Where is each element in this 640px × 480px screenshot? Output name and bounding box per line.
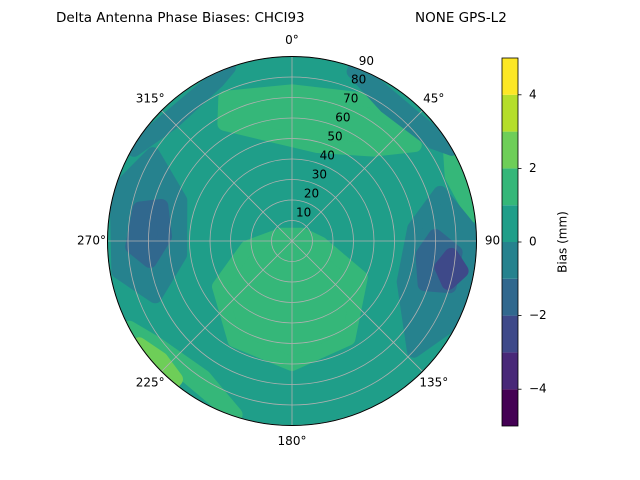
- colorbar-tick-label: −4: [529, 382, 547, 396]
- theta-tick-label: 270°: [77, 234, 106, 248]
- theta-grid-line: [291, 110, 423, 242]
- r-tick-label: 30: [312, 167, 327, 181]
- theta-grid-line: [291, 240, 423, 372]
- theta-tick-label: 135°: [419, 375, 448, 389]
- colorbar-band: [502, 242, 518, 279]
- theta-tick-label: 45°: [423, 92, 444, 106]
- r-tick-label: 40: [320, 149, 335, 163]
- r-tick-label: 80: [351, 73, 366, 87]
- colorbar-band: [502, 278, 518, 316]
- colorbar-band: [502, 389, 518, 426]
- colorbar-band: [502, 315, 518, 353]
- theta-tick-label: 225°: [136, 375, 165, 389]
- r-tick-label: 60: [335, 111, 350, 125]
- contour-region: [346, 60, 459, 156]
- theta-tick-label: 0°: [285, 33, 299, 47]
- colorbar-band: [502, 352, 518, 390]
- colorbar-band: [502, 58, 518, 95]
- theta-grid-line: [161, 240, 293, 372]
- colorbar-tick-label: −2: [529, 308, 547, 322]
- r-tick-label: 50: [327, 130, 342, 144]
- colorbar-band: [502, 94, 518, 132]
- r-tick-label: 70: [343, 92, 358, 106]
- theta-tick-label: 90: [485, 234, 500, 248]
- colorbar-label: Bias (mm): [556, 211, 570, 273]
- theta-grid-line: [161, 110, 293, 242]
- colorbar-band: [502, 205, 518, 242]
- theta-tick-label: 180°: [278, 434, 307, 448]
- polar-frame: [107, 56, 477, 426]
- r-tick-label: 20: [304, 186, 319, 200]
- colorbar-band: [502, 131, 518, 169]
- r-tick-label: 10: [296, 205, 311, 219]
- r-tick-label: 90: [359, 54, 374, 68]
- colorbar-band: [502, 168, 518, 206]
- colorbar-tick-label: 0: [529, 235, 537, 249]
- colorbar-tick-label: 4: [529, 87, 537, 101]
- theta-tick-label: 315°: [136, 92, 165, 106]
- colorbar-tick-label: 2: [529, 161, 537, 175]
- chart-title: Delta Antenna Phase Biases: CHCI93: [56, 10, 305, 26]
- contour-region: [434, 247, 469, 290]
- contour-region: [212, 227, 368, 371]
- chart-title-right: NONE GPS-L2: [415, 10, 507, 26]
